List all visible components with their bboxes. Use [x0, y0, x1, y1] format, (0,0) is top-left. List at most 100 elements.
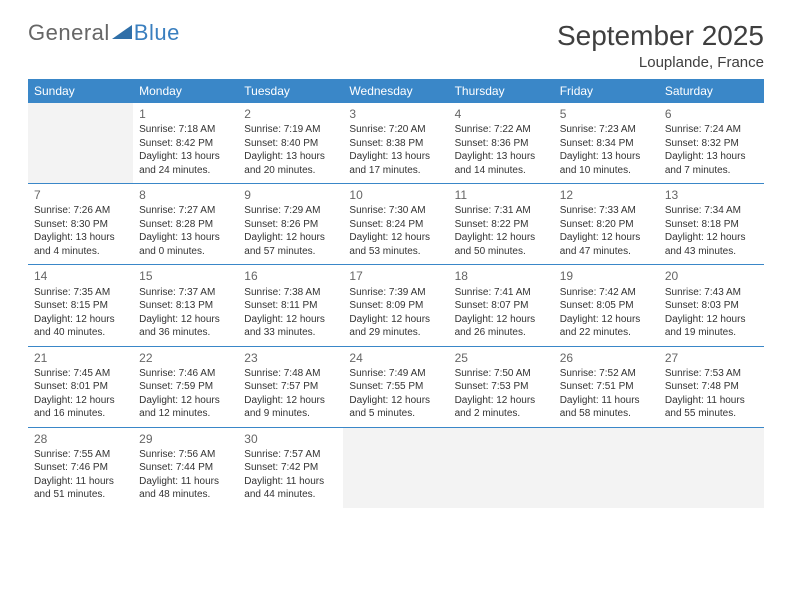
day-number: 24	[349, 350, 442, 366]
daylight-line: Daylight: 12 hours and 33 minutes.	[244, 313, 337, 340]
day-number: 22	[139, 350, 232, 366]
sunrise-line: Sunrise: 7:37 AM	[139, 286, 232, 300]
sunrise-line: Sunrise: 7:49 AM	[349, 367, 442, 381]
weekday-header-row: SundayMondayTuesdayWednesdayThursdayFrid…	[28, 79, 764, 103]
day-number: 12	[560, 187, 653, 203]
daylight-line: Daylight: 12 hours and 47 minutes.	[560, 231, 653, 258]
sunset-line: Sunset: 7:46 PM	[34, 461, 127, 475]
brand-logo: General Blue	[28, 20, 180, 46]
sunset-line: Sunset: 8:13 PM	[139, 299, 232, 313]
day-number: 4	[455, 106, 548, 122]
sunset-line: Sunset: 8:38 PM	[349, 137, 442, 151]
sunset-line: Sunset: 7:55 PM	[349, 380, 442, 394]
day-number: 15	[139, 268, 232, 284]
sunrise-line: Sunrise: 7:43 AM	[665, 286, 758, 300]
sunrise-line: Sunrise: 7:42 AM	[560, 286, 653, 300]
sunrise-line: Sunrise: 7:22 AM	[455, 123, 548, 137]
day-cell: 25Sunrise: 7:50 AMSunset: 7:53 PMDayligh…	[449, 347, 554, 427]
daylight-line: Daylight: 12 hours and 36 minutes.	[139, 313, 232, 340]
sunset-line: Sunset: 7:42 PM	[244, 461, 337, 475]
day-cell: 3Sunrise: 7:20 AMSunset: 8:38 PMDaylight…	[343, 103, 448, 183]
empty-cell	[659, 428, 764, 508]
weeks-container: 1Sunrise: 7:18 AMSunset: 8:42 PMDaylight…	[28, 103, 764, 508]
day-number: 1	[139, 106, 232, 122]
day-cell: 30Sunrise: 7:57 AMSunset: 7:42 PMDayligh…	[238, 428, 343, 508]
daylight-line: Daylight: 12 hours and 19 minutes.	[665, 313, 758, 340]
sunset-line: Sunset: 8:26 PM	[244, 218, 337, 232]
day-number: 27	[665, 350, 758, 366]
sunrise-line: Sunrise: 7:50 AM	[455, 367, 548, 381]
day-cell: 6Sunrise: 7:24 AMSunset: 8:32 PMDaylight…	[659, 103, 764, 183]
day-number: 3	[349, 106, 442, 122]
daylight-line: Daylight: 11 hours and 58 minutes.	[560, 394, 653, 421]
sunset-line: Sunset: 8:42 PM	[139, 137, 232, 151]
daylight-line: Daylight: 13 hours and 14 minutes.	[455, 150, 548, 177]
sunrise-line: Sunrise: 7:45 AM	[34, 367, 127, 381]
page: General Blue September 2025 Louplande, F…	[0, 0, 792, 528]
day-cell: 29Sunrise: 7:56 AMSunset: 7:44 PMDayligh…	[133, 428, 238, 508]
sunrise-line: Sunrise: 7:20 AM	[349, 123, 442, 137]
sunrise-line: Sunrise: 7:33 AM	[560, 204, 653, 218]
brand-text-1: General	[28, 20, 110, 46]
empty-cell	[554, 428, 659, 508]
day-cell: 28Sunrise: 7:55 AMSunset: 7:46 PMDayligh…	[28, 428, 133, 508]
sunrise-line: Sunrise: 7:38 AM	[244, 286, 337, 300]
header: General Blue September 2025 Louplande, F…	[28, 20, 764, 71]
sunrise-line: Sunrise: 7:34 AM	[665, 204, 758, 218]
sunset-line: Sunset: 8:15 PM	[34, 299, 127, 313]
weekday-header: Friday	[554, 79, 659, 103]
week-row: 7Sunrise: 7:26 AMSunset: 8:30 PMDaylight…	[28, 184, 764, 265]
sunrise-line: Sunrise: 7:27 AM	[139, 204, 232, 218]
daylight-line: Daylight: 12 hours and 50 minutes.	[455, 231, 548, 258]
sunset-line: Sunset: 8:11 PM	[244, 299, 337, 313]
day-cell: 26Sunrise: 7:52 AMSunset: 7:51 PMDayligh…	[554, 347, 659, 427]
day-cell: 4Sunrise: 7:22 AMSunset: 8:36 PMDaylight…	[449, 103, 554, 183]
daylight-line: Daylight: 11 hours and 44 minutes.	[244, 475, 337, 502]
day-number: 9	[244, 187, 337, 203]
sunrise-line: Sunrise: 7:30 AM	[349, 204, 442, 218]
daylight-line: Daylight: 12 hours and 16 minutes.	[34, 394, 127, 421]
day-cell: 24Sunrise: 7:49 AMSunset: 7:55 PMDayligh…	[343, 347, 448, 427]
day-number: 7	[34, 187, 127, 203]
day-cell: 14Sunrise: 7:35 AMSunset: 8:15 PMDayligh…	[28, 265, 133, 345]
sunrise-line: Sunrise: 7:55 AM	[34, 448, 127, 462]
empty-cell	[343, 428, 448, 508]
day-number: 2	[244, 106, 337, 122]
calendar: SundayMondayTuesdayWednesdayThursdayFrid…	[28, 79, 764, 508]
weekday-header: Wednesday	[343, 79, 448, 103]
sunset-line: Sunset: 8:07 PM	[455, 299, 548, 313]
day-number: 16	[244, 268, 337, 284]
day-cell: 1Sunrise: 7:18 AMSunset: 8:42 PMDaylight…	[133, 103, 238, 183]
daylight-line: Daylight: 13 hours and 4 minutes.	[34, 231, 127, 258]
title-block: September 2025 Louplande, France	[557, 20, 764, 71]
sunset-line: Sunset: 8:09 PM	[349, 299, 442, 313]
day-cell: 12Sunrise: 7:33 AMSunset: 8:20 PMDayligh…	[554, 184, 659, 264]
day-number: 6	[665, 106, 758, 122]
sunset-line: Sunset: 8:36 PM	[455, 137, 548, 151]
day-number: 23	[244, 350, 337, 366]
daylight-line: Daylight: 12 hours and 12 minutes.	[139, 394, 232, 421]
sunset-line: Sunset: 7:57 PM	[244, 380, 337, 394]
sunrise-line: Sunrise: 7:26 AM	[34, 204, 127, 218]
daylight-line: Daylight: 12 hours and 57 minutes.	[244, 231, 337, 258]
daylight-line: Daylight: 12 hours and 43 minutes.	[665, 231, 758, 258]
day-number: 5	[560, 106, 653, 122]
day-cell: 8Sunrise: 7:27 AMSunset: 8:28 PMDaylight…	[133, 184, 238, 264]
day-number: 11	[455, 187, 548, 203]
day-cell: 2Sunrise: 7:19 AMSunset: 8:40 PMDaylight…	[238, 103, 343, 183]
daylight-line: Daylight: 12 hours and 53 minutes.	[349, 231, 442, 258]
location-text: Louplande, France	[557, 54, 764, 71]
daylight-line: Daylight: 13 hours and 7 minutes.	[665, 150, 758, 177]
day-cell: 17Sunrise: 7:39 AMSunset: 8:09 PMDayligh…	[343, 265, 448, 345]
sunrise-line: Sunrise: 7:24 AM	[665, 123, 758, 137]
daylight-line: Daylight: 13 hours and 20 minutes.	[244, 150, 337, 177]
day-cell: 13Sunrise: 7:34 AMSunset: 8:18 PMDayligh…	[659, 184, 764, 264]
sunset-line: Sunset: 8:40 PM	[244, 137, 337, 151]
empty-cell	[449, 428, 554, 508]
day-cell: 5Sunrise: 7:23 AMSunset: 8:34 PMDaylight…	[554, 103, 659, 183]
day-number: 17	[349, 268, 442, 284]
sunrise-line: Sunrise: 7:48 AM	[244, 367, 337, 381]
sunset-line: Sunset: 8:01 PM	[34, 380, 127, 394]
day-number: 8	[139, 187, 232, 203]
week-row: 14Sunrise: 7:35 AMSunset: 8:15 PMDayligh…	[28, 265, 764, 346]
